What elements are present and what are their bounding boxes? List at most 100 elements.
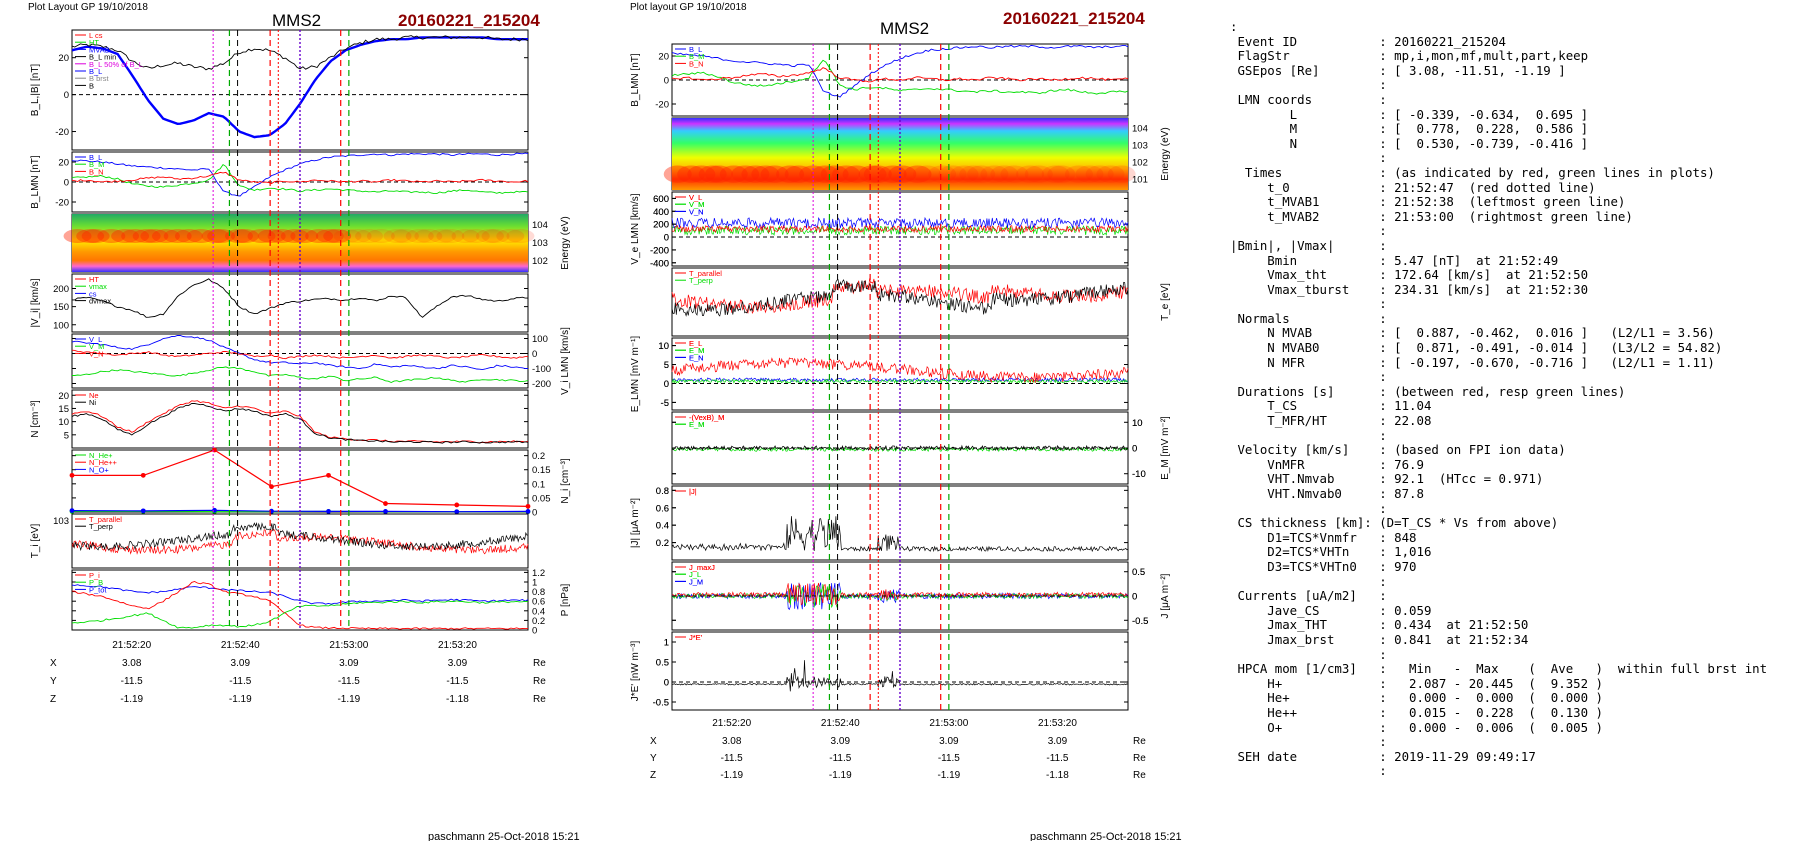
data-point xyxy=(69,472,75,478)
y-tick-label: 0 xyxy=(532,508,537,519)
position-value: -1.19 xyxy=(937,770,960,781)
y-tick-label: -100 xyxy=(532,364,551,375)
position-value: -1.19 xyxy=(829,770,852,781)
position-unit: Re xyxy=(1133,753,1146,764)
spectrogram-blob xyxy=(366,229,395,243)
legend-entry: P_tot xyxy=(89,585,107,594)
info-line: T_CS : 11.04 xyxy=(1230,398,1432,414)
y-tick-label: 0 xyxy=(1132,592,1137,603)
position-value: 3.09 xyxy=(339,658,359,669)
y-tick-label: 10 xyxy=(658,341,669,352)
series-line-b xyxy=(71,35,529,71)
y-tick-label: 0.5 xyxy=(656,658,669,669)
panel-l-p: P [nPa] 00.20.40.60.811.2 P_iP_BP_tot xyxy=(71,568,571,637)
spectrogram-blob xyxy=(280,229,309,243)
y-tick-label: 0.5 xyxy=(1132,567,1145,578)
spectrogram-blob xyxy=(903,165,932,183)
position-value: -11.5 xyxy=(721,753,743,764)
spectrogram-blob xyxy=(355,229,384,243)
y-tick-label: -0.5 xyxy=(653,698,669,709)
y-tick-label: 0.2 xyxy=(532,616,545,627)
y-tick-label: 200 xyxy=(53,284,69,295)
legend-entry: |J| xyxy=(689,487,697,496)
info-line: LMN coords : xyxy=(1230,91,1387,107)
spectrogram-blob xyxy=(687,165,716,183)
info-line: : xyxy=(1230,763,1387,779)
info-line: : xyxy=(1230,500,1387,516)
y-tick-label: 0 xyxy=(1132,444,1137,455)
y-tick-label: 103 xyxy=(532,238,548,249)
info-line: Jave_CS : 0.059 xyxy=(1230,602,1432,618)
legend-entry: HT xyxy=(89,38,99,47)
y-tick-label: 0.5 xyxy=(656,658,669,669)
series-line-p-tot xyxy=(71,584,529,605)
info-line: Durations [s] : (between red, resp green… xyxy=(1230,383,1626,399)
legend-entry: J_M xyxy=(689,577,703,586)
panel-l-blmn: B_LMN [nT] -20 0 20 B_LB_MB_N xyxy=(30,151,529,213)
spectrogram-blob xyxy=(760,165,789,183)
info-line: : xyxy=(1230,296,1387,312)
position-value: -1.19 xyxy=(720,770,743,781)
info-line: SEH date : 2019-11-29 09:49:17 xyxy=(1230,748,1536,764)
legend-entry: B xyxy=(89,81,94,90)
time-tick-label: 21:52:20 xyxy=(712,718,751,729)
series-line-v-l xyxy=(71,334,528,371)
spectrogram-blob xyxy=(267,229,296,243)
legend-entry: B_M xyxy=(689,52,704,61)
series-trace xyxy=(671,225,1129,236)
time-tick-label: 21:53:00 xyxy=(929,718,968,729)
info-line: VnMFR : 76.9 xyxy=(1230,456,1424,472)
position-value: -1.19 xyxy=(120,694,143,705)
legend-entry: B_L xyxy=(89,153,102,162)
data-point xyxy=(525,509,531,514)
spectrogram-blob xyxy=(390,229,419,243)
y-tick-label: 0.4 xyxy=(656,521,669,532)
legend-entry: V_N xyxy=(689,207,704,216)
event-id-title-left: 20160221_215204 xyxy=(398,11,540,30)
time-tick-label: 21:53:00 xyxy=(329,640,368,651)
y-tick-label: 103 xyxy=(53,516,69,527)
y-tick-label: 100 xyxy=(532,334,548,345)
info-line: Vmax_tburst : 234.31 [km/s] at 21:52:30 xyxy=(1230,281,1589,297)
info-line: Times : (as indicated by red, green line… xyxy=(1230,164,1715,180)
y-tick-label: 0 xyxy=(64,178,69,189)
info-line: N MVAB : [ 0.887, -0.462, 0.016 ] (L2/L1… xyxy=(1230,325,1715,341)
y-tick-label: 0 xyxy=(532,349,537,360)
y-tick-label: 0 xyxy=(664,379,669,390)
y-tick-label: 0.8 xyxy=(656,486,669,497)
legend-entry: N_O+ xyxy=(89,465,109,474)
info-line: : xyxy=(1230,734,1387,750)
position-value: -11.5 xyxy=(829,753,851,764)
legend-entry: B_L xyxy=(89,67,102,76)
y-axis-label: T_i [eV] xyxy=(30,524,41,559)
y-axis-label: N [cm⁻³] xyxy=(30,400,41,438)
y-tick-label: 200 xyxy=(653,220,669,231)
spectrogram-blob xyxy=(428,229,457,243)
y-axis-label: |J| [μA m⁻²] xyxy=(630,498,641,548)
spectrogram-blob xyxy=(481,229,510,243)
position-row-name: Z xyxy=(650,770,656,781)
position-row-name: X xyxy=(50,658,57,669)
spectrogram-blob xyxy=(201,229,230,243)
spectrogram-blob xyxy=(461,229,490,243)
y-tick-label: 1 xyxy=(664,638,669,649)
position-value: 3.09 xyxy=(231,658,251,669)
y-tick-label: 10 xyxy=(658,341,669,352)
y-tick-label: -5 xyxy=(661,398,669,409)
legend-entry: T_parallel xyxy=(89,515,122,524)
y-axis-label: V_e LMN [km/s] xyxy=(630,193,641,264)
legend-entry: E_N xyxy=(689,353,704,362)
y-tick-label: 20 xyxy=(658,52,669,63)
spectrogram-blob xyxy=(677,165,706,183)
spectrogram-blob xyxy=(496,229,525,243)
y-tick-label: 0 xyxy=(664,678,669,689)
legend-entry: J*E' xyxy=(689,633,703,642)
y-tick-label: 10 xyxy=(58,417,69,428)
time-tick-label: 21:52:20 xyxy=(112,640,151,651)
legend-entry: vmax xyxy=(89,282,107,291)
series-trace xyxy=(671,278,1129,314)
info-line: HPCA mom [1/cm3] : Min - Max ( Ave ) wit… xyxy=(1230,661,1768,677)
legend-entry: cs xyxy=(89,289,97,298)
